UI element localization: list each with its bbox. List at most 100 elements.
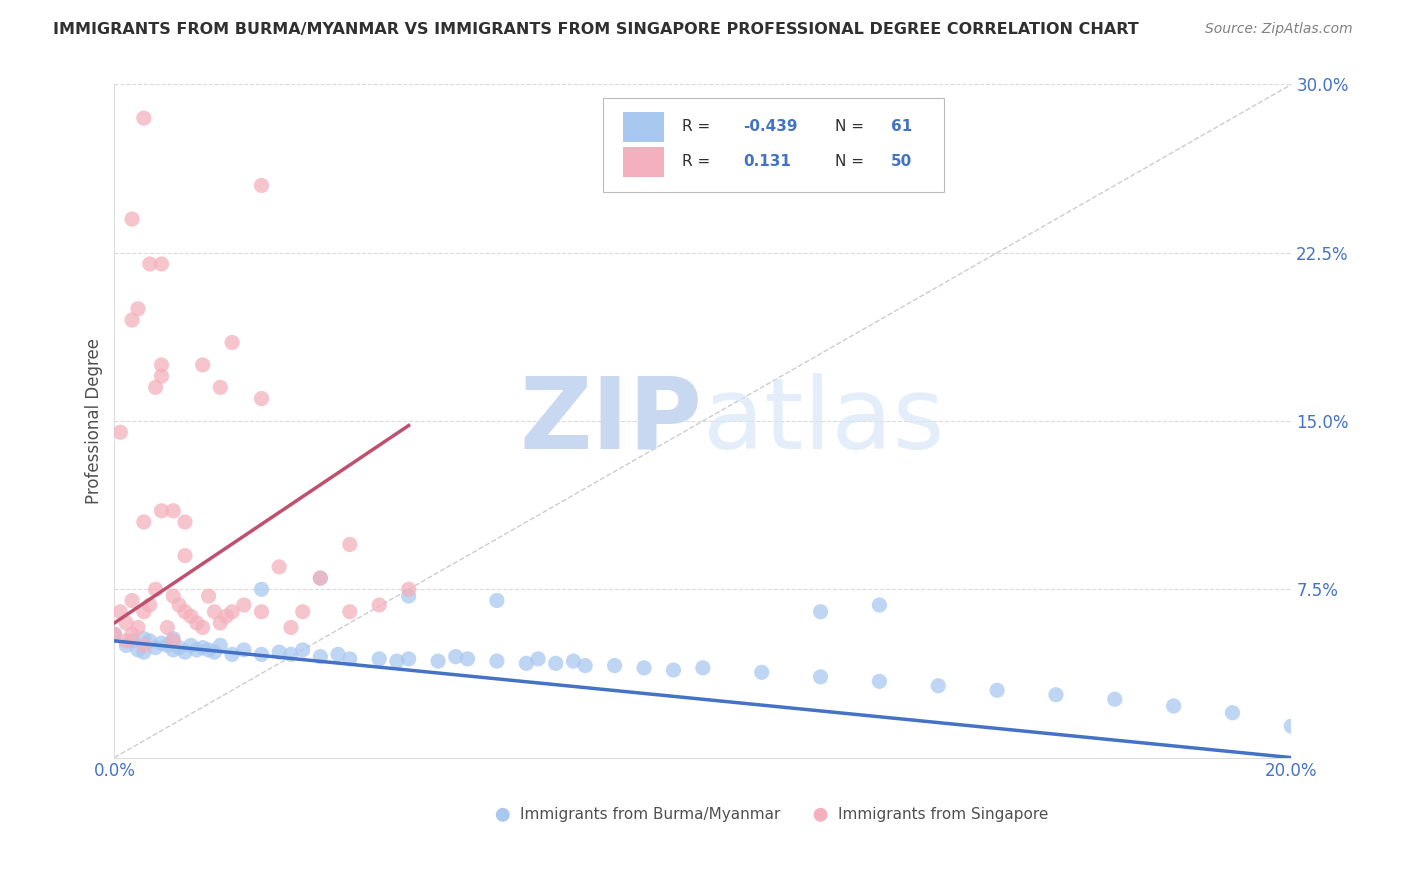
Point <box>145 640 167 655</box>
Point <box>156 639 179 653</box>
Point <box>339 652 361 666</box>
Point <box>110 605 132 619</box>
Text: Immigrants from Singapore: Immigrants from Singapore <box>838 807 1049 822</box>
Point <box>132 605 155 619</box>
Point <box>309 649 332 664</box>
Point <box>162 589 184 603</box>
Point <box>115 639 138 653</box>
Point <box>221 335 243 350</box>
Point <box>162 643 184 657</box>
Point <box>810 605 832 619</box>
Point <box>868 598 890 612</box>
Point <box>398 582 420 597</box>
FancyBboxPatch shape <box>603 98 945 192</box>
Point <box>174 605 197 619</box>
Text: R =: R = <box>682 154 714 169</box>
Point <box>138 634 160 648</box>
Point <box>309 571 332 585</box>
Point <box>138 257 160 271</box>
Point <box>751 665 773 680</box>
Point <box>132 515 155 529</box>
Point <box>197 643 219 657</box>
Text: atlas: atlas <box>703 373 945 469</box>
Point <box>385 654 408 668</box>
Point <box>485 654 508 668</box>
Point <box>162 504 184 518</box>
Point <box>339 605 361 619</box>
Point <box>174 645 197 659</box>
Point <box>127 301 149 316</box>
Point <box>209 639 232 653</box>
Point <box>132 645 155 659</box>
Point <box>174 515 197 529</box>
Point <box>291 643 314 657</box>
Point <box>132 111 155 125</box>
Point <box>427 654 450 668</box>
Y-axis label: Professional Degree: Professional Degree <box>86 338 103 504</box>
Point <box>603 658 626 673</box>
Point <box>269 560 291 574</box>
Text: R =: R = <box>682 120 714 135</box>
Bar <box>623 146 664 177</box>
Point <box>250 605 273 619</box>
Point <box>127 620 149 634</box>
Point <box>221 648 243 662</box>
Point <box>250 178 273 193</box>
Point <box>221 605 243 619</box>
Point <box>150 257 173 271</box>
Point <box>115 634 138 648</box>
Point <box>204 605 226 619</box>
Point <box>121 634 143 648</box>
Point <box>309 571 332 585</box>
Bar <box>623 112 664 142</box>
Point <box>692 661 714 675</box>
Point <box>121 593 143 607</box>
Point <box>186 643 208 657</box>
Point <box>868 674 890 689</box>
Text: IMMIGRANTS FROM BURMA/MYANMAR VS IMMIGRANTS FROM SINGAPORE PROFESSIONAL DEGREE C: IMMIGRANTS FROM BURMA/MYANMAR VS IMMIGRA… <box>53 22 1139 37</box>
Text: ZIP: ZIP <box>520 373 703 469</box>
Point <box>162 634 184 648</box>
Point <box>339 537 361 551</box>
Point <box>986 683 1008 698</box>
Point <box>280 620 302 634</box>
Point <box>138 598 160 612</box>
Point <box>121 212 143 227</box>
Point <box>562 654 585 668</box>
Point <box>162 632 184 646</box>
Point <box>103 627 125 641</box>
Point <box>398 589 420 603</box>
Point <box>515 657 537 671</box>
Point <box>191 358 214 372</box>
Point <box>197 589 219 603</box>
Point <box>145 380 167 394</box>
Text: N =: N = <box>835 154 869 169</box>
Point <box>456 652 478 666</box>
Point <box>150 369 173 384</box>
Point <box>215 609 238 624</box>
Text: Source: ZipAtlas.com: Source: ZipAtlas.com <box>1205 22 1353 37</box>
Text: 0.131: 0.131 <box>742 154 790 169</box>
Point <box>191 620 214 634</box>
Point <box>1163 698 1185 713</box>
Point <box>186 615 208 630</box>
Point <box>150 504 173 518</box>
Point <box>209 615 232 630</box>
Point <box>398 652 420 666</box>
Point <box>232 598 254 612</box>
Point <box>127 643 149 657</box>
Point <box>662 663 685 677</box>
Point <box>250 648 273 662</box>
Point <box>810 670 832 684</box>
Point <box>174 549 197 563</box>
Point <box>291 605 314 619</box>
Text: 50: 50 <box>891 154 912 169</box>
Point <box>544 657 567 671</box>
Point <box>444 649 467 664</box>
Point <box>121 627 143 641</box>
Point <box>1222 706 1244 720</box>
Text: -0.439: -0.439 <box>742 120 797 135</box>
Point <box>204 645 226 659</box>
Point <box>167 598 190 612</box>
Point <box>132 639 155 653</box>
